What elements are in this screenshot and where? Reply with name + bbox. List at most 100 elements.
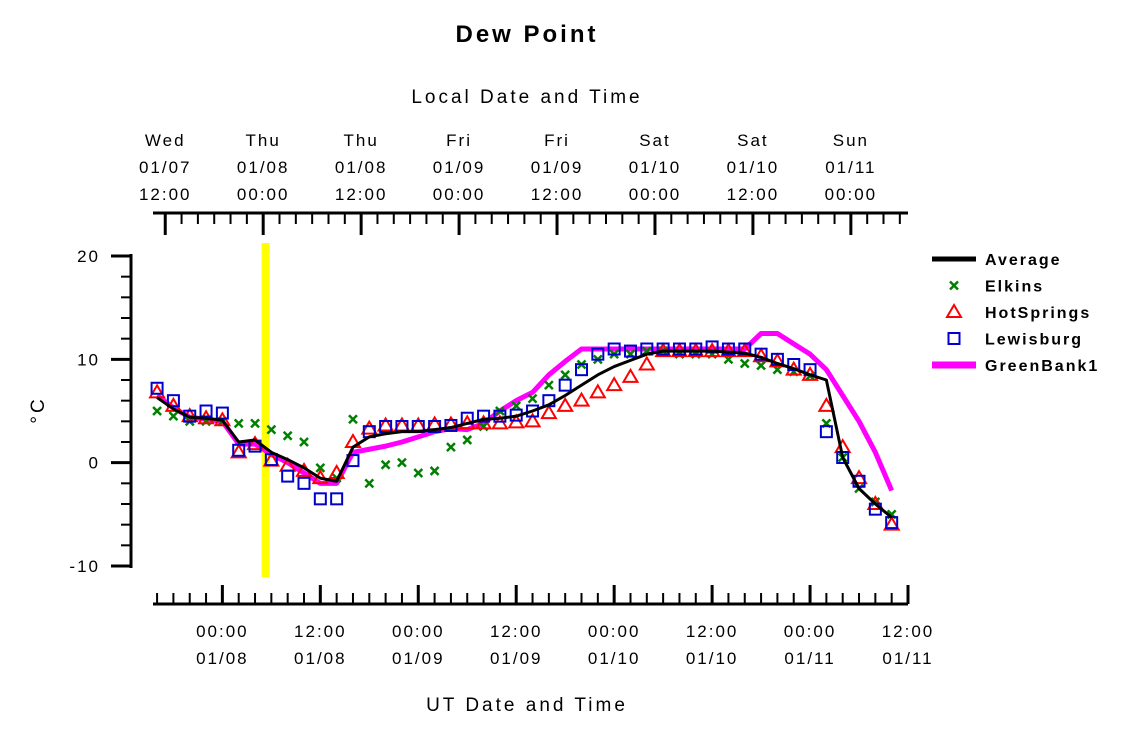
series-point bbox=[364, 478, 375, 489]
legend-label: Average bbox=[985, 252, 1062, 269]
x-tick-label: 00:00 01/09 bbox=[392, 622, 445, 668]
series-point bbox=[591, 347, 605, 361]
legend-swatch bbox=[947, 332, 961, 345]
x2-tick-label: Sat 01/10 12:00 bbox=[727, 131, 780, 204]
chart-title: Dew Point bbox=[455, 21, 598, 48]
series-point bbox=[442, 415, 460, 431]
series-point bbox=[477, 409, 491, 423]
series-point bbox=[282, 430, 293, 441]
series-point bbox=[882, 515, 901, 531]
series-point bbox=[543, 380, 554, 391]
series-point bbox=[689, 342, 703, 356]
x-tick-label: 12:00 01/11 bbox=[882, 622, 935, 668]
series-point bbox=[623, 344, 637, 358]
x-tick-label: 12:00 01/10 bbox=[686, 622, 739, 668]
series-point bbox=[233, 418, 244, 429]
legend-label: HotSprings bbox=[985, 305, 1091, 322]
x2-tick-label: Thu 01/08 12:00 bbox=[335, 131, 388, 204]
series-point bbox=[540, 404, 558, 420]
series-point bbox=[754, 347, 768, 361]
series-point bbox=[527, 393, 538, 404]
series-point bbox=[428, 420, 442, 433]
series-point bbox=[523, 412, 542, 428]
series-point bbox=[719, 342, 738, 358]
series-point bbox=[413, 468, 424, 478]
y-tick-label: 20 bbox=[77, 247, 100, 266]
series-point bbox=[281, 469, 295, 483]
legend-swatch bbox=[949, 280, 959, 291]
x2-axis-label: Local Date and Time bbox=[411, 87, 642, 108]
series-point bbox=[266, 424, 277, 435]
y-tick-label: 0 bbox=[89, 454, 100, 473]
y-tick-label: 10 bbox=[77, 350, 100, 369]
series-point bbox=[199, 404, 213, 418]
series-point bbox=[215, 406, 229, 420]
x2-tick-label: Sat 01/10 00:00 bbox=[629, 131, 682, 204]
series-point bbox=[621, 367, 640, 383]
series-point bbox=[250, 418, 260, 429]
series-point bbox=[330, 492, 344, 506]
series-point bbox=[736, 342, 754, 358]
series-point bbox=[768, 352, 787, 368]
series-point bbox=[721, 342, 735, 356]
series-point bbox=[850, 469, 868, 485]
x-tick-label: 00:00 01/11 bbox=[784, 622, 837, 668]
time-marker bbox=[261, 243, 270, 577]
series-point bbox=[558, 378, 572, 392]
series-point bbox=[462, 435, 473, 445]
series-point bbox=[232, 443, 246, 457]
legend-label: Elkins bbox=[985, 279, 1044, 296]
legend-label: GreenBank1 bbox=[985, 358, 1099, 375]
x2-tick-label: Fri 01/09 00:00 bbox=[433, 131, 486, 204]
series-point bbox=[556, 396, 574, 412]
series-point bbox=[572, 391, 591, 407]
series-point bbox=[380, 459, 391, 470]
x2-tick-label: Fri 01/09 12:00 bbox=[531, 131, 584, 204]
series-point bbox=[397, 457, 407, 468]
series-point bbox=[148, 383, 166, 399]
series-point bbox=[672, 342, 686, 356]
series-point bbox=[376, 416, 395, 432]
series-point bbox=[817, 396, 836, 412]
series-point bbox=[348, 414, 358, 425]
x2-tick-label: Thu 01/08 00:00 bbox=[237, 131, 290, 204]
series-point bbox=[315, 462, 326, 473]
x-tick-label: 12:00 01/08 bbox=[294, 622, 347, 668]
x-tick-label: 00:00 01/10 bbox=[588, 622, 641, 668]
series-point bbox=[638, 355, 656, 371]
series-point bbox=[379, 420, 393, 433]
series-point bbox=[150, 381, 164, 395]
x-tick-label: 00:00 01/08 bbox=[196, 622, 249, 668]
y-tick-label: -10 bbox=[69, 557, 100, 576]
series-point bbox=[526, 404, 540, 418]
series-point bbox=[360, 419, 379, 435]
series-point bbox=[656, 342, 670, 356]
x-axis-label: UT Date and Time bbox=[426, 695, 628, 716]
series-point bbox=[264, 453, 278, 467]
series-point bbox=[511, 400, 522, 411]
series-point bbox=[299, 437, 309, 447]
series-line bbox=[156, 349, 893, 519]
series-point bbox=[152, 406, 162, 416]
series-point bbox=[560, 369, 571, 380]
series-point bbox=[739, 358, 750, 369]
series-point bbox=[229, 443, 248, 459]
legend-swatch bbox=[945, 303, 963, 318]
legend-label: Lewisburg bbox=[985, 332, 1083, 349]
series-point bbox=[313, 492, 327, 506]
series-point bbox=[429, 466, 440, 476]
series-point bbox=[166, 394, 180, 408]
y-axis-label: °C bbox=[28, 396, 49, 423]
x2-tick-label: Sun 01/11 00:00 bbox=[825, 131, 878, 204]
series-point bbox=[605, 376, 623, 392]
series-point bbox=[297, 476, 311, 490]
series-point bbox=[607, 342, 621, 356]
x2-tick-label: Wed 01/07 12:00 bbox=[139, 131, 192, 204]
series-point bbox=[168, 411, 179, 422]
series-point bbox=[575, 363, 589, 377]
series-point bbox=[589, 383, 607, 399]
series-point bbox=[446, 442, 456, 453]
series-point bbox=[756, 360, 766, 371]
